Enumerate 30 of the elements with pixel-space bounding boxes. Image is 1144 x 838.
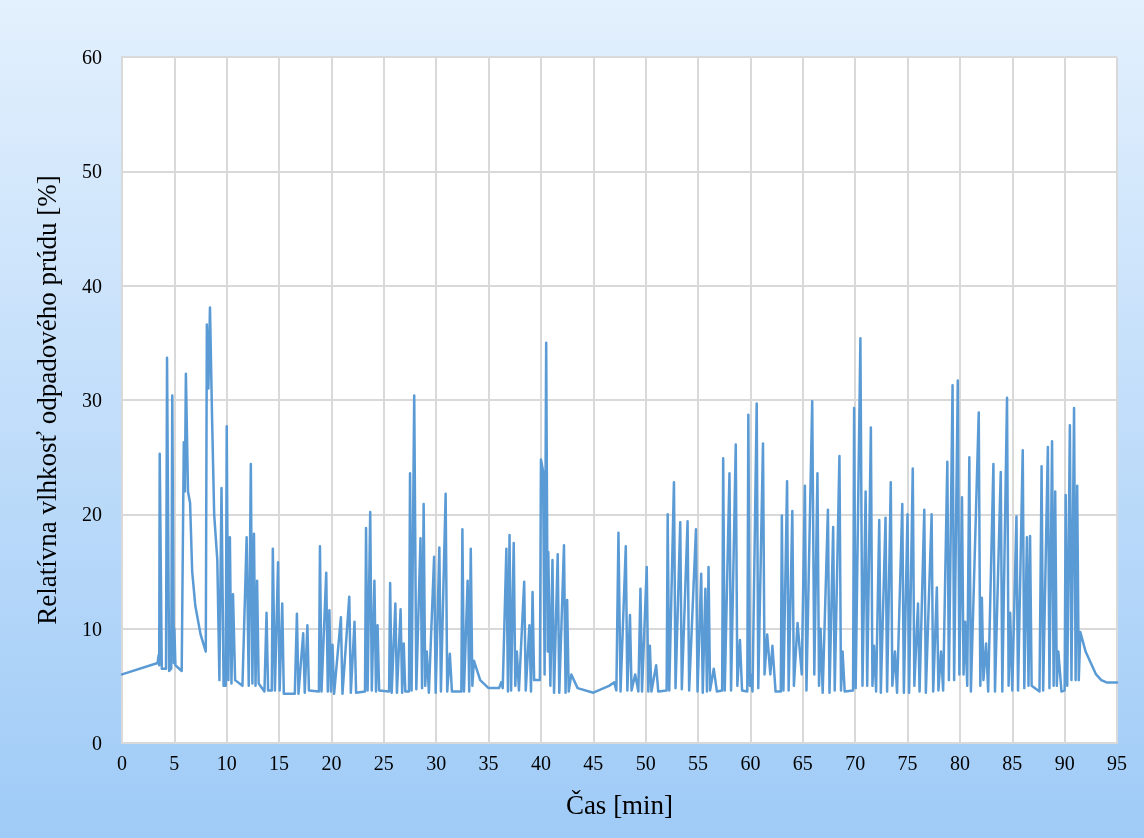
y-tick-label: 50 — [82, 160, 102, 183]
x-tick-label: 25 — [373, 752, 394, 774]
x-tick-label: 75 — [897, 752, 918, 774]
x-tick-label: 45 — [583, 752, 604, 774]
x-tick-label: 20 — [321, 752, 342, 774]
line-series — [120, 306, 1119, 696]
x-tick-label: 90 — [1054, 752, 1075, 774]
x-tick-label: 65 — [792, 752, 813, 774]
y-tick-label: 60 — [82, 46, 102, 68]
x-axis-title: Čas [min] — [565, 789, 674, 820]
x-tick-label: 15 — [269, 752, 290, 774]
y-tick-label: 20 — [82, 503, 102, 526]
x-tick-label: 35 — [478, 752, 499, 774]
x-tick-label: 85 — [1002, 752, 1023, 774]
x-tick-label: 10 — [216, 752, 237, 774]
x-tick-label: 40 — [530, 752, 551, 774]
y-tick-label: 0 — [92, 732, 102, 754]
x-tick-label: 95 — [1107, 752, 1127, 774]
x-tick-label: 50 — [635, 752, 656, 774]
x-tick-label: 60 — [740, 752, 761, 774]
x-tick-label: 70 — [845, 752, 866, 774]
x-tick-label: 55 — [688, 752, 709, 774]
y-axis-title: Relatívna vlhkosť odpadového prúdu [%] — [31, 175, 62, 625]
x-tick-label: 30 — [426, 752, 447, 774]
y-tick-label: 10 — [82, 617, 102, 640]
x-tick-label: 0 — [117, 752, 127, 774]
y-tick-label: 30 — [82, 389, 102, 411]
x-tick-label: 5 — [169, 752, 180, 774]
y-tick-label: 40 — [82, 274, 102, 297]
x-tick-label: 80 — [949, 752, 970, 774]
